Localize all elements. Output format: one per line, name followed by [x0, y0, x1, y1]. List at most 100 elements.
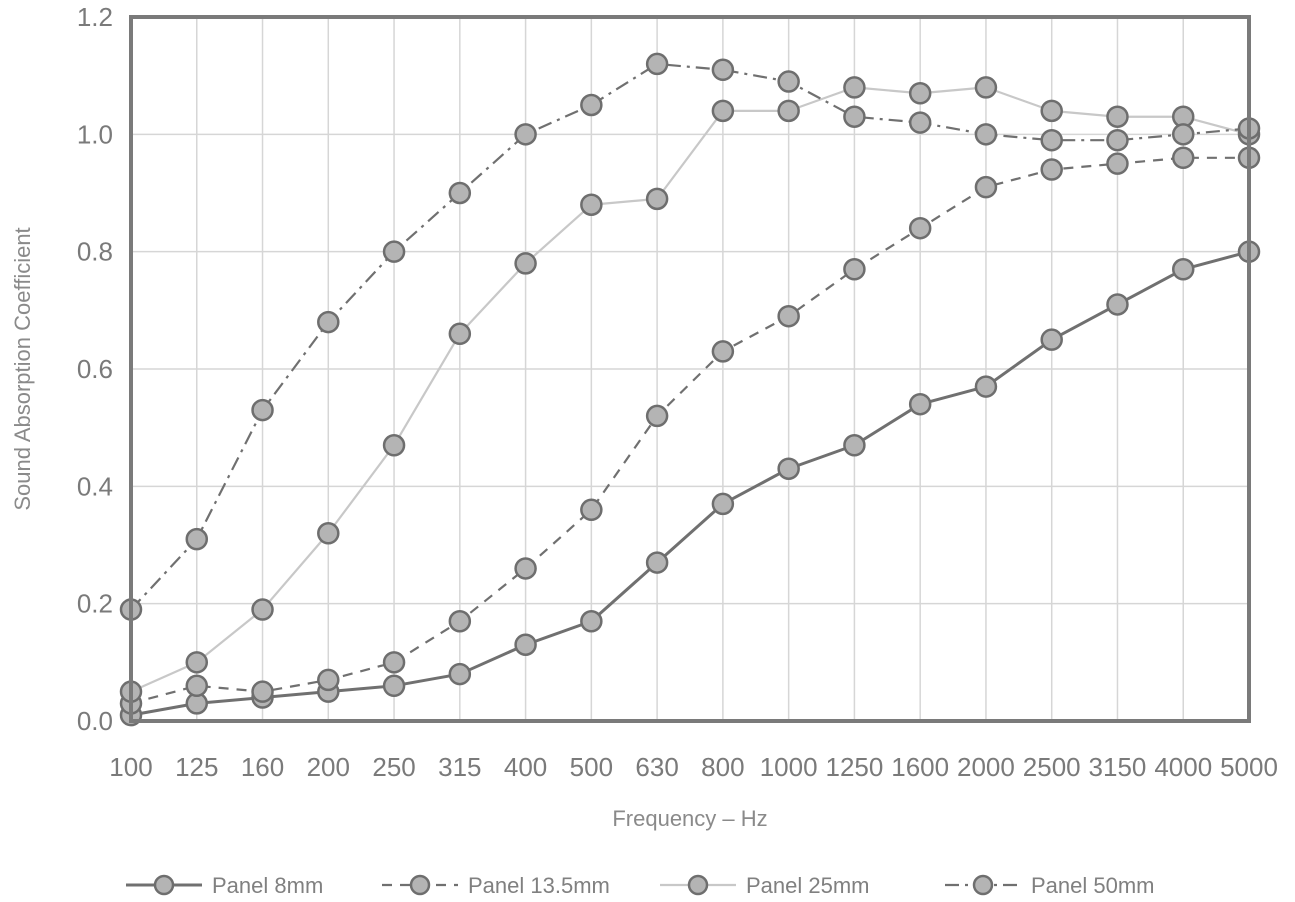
data-point: [251, 680, 274, 703]
data-point: [645, 404, 669, 428]
data-point: [1040, 158, 1063, 181]
data-point: [448, 662, 472, 686]
data-point: [908, 111, 932, 134]
series-panel-25mm: [119, 76, 1261, 703]
y-tick-label: 1.2: [77, 2, 113, 32]
data-point: [1040, 99, 1063, 123]
legend-item: Panel 50mm: [945, 873, 1155, 898]
data-point: [317, 310, 340, 334]
x-tick-label: 400: [504, 752, 547, 782]
x-tick-label: 125: [175, 752, 218, 782]
data-point: [1040, 328, 1063, 351]
data-point: [843, 434, 866, 457]
y-axis-title: Sound Absorption Coefficient: [10, 227, 35, 510]
data-point: [382, 240, 406, 263]
data-point: [974, 175, 998, 199]
data-point: [382, 674, 406, 698]
data-point: [711, 58, 735, 82]
data-point: [382, 434, 406, 457]
x-tick-labels: 100 125 160 200 250 315 400 500 630 800 1000 1250 16…: [109, 752, 1278, 782]
series-panel-50mm: [119, 52, 1261, 621]
data-point: [843, 76, 866, 99]
data-point: [185, 674, 209, 698]
legend-item: Panel 25mm: [660, 873, 870, 898]
legend-marker: [153, 874, 175, 896]
data-point: [185, 527, 209, 551]
legend-label: Panel 50mm: [1031, 873, 1155, 898]
data-point: [1106, 152, 1129, 175]
data-point: [974, 76, 998, 99]
legend-label: Panel 13.5mm: [468, 873, 610, 898]
data-point: [843, 105, 866, 128]
y-tick-label: 0.2: [77, 589, 113, 619]
legend-item: Panel 8mm: [126, 873, 323, 898]
series-panel-13-5mm: [119, 146, 1261, 715]
x-tick-label: 1000: [760, 752, 818, 782]
data-point: [251, 598, 274, 621]
legend: Panel 8mm Panel 13.5mm Panel 25mm Panel 50m…: [126, 873, 1155, 898]
data-point: [645, 52, 669, 76]
data-point: [382, 651, 406, 674]
data-point: [317, 522, 340, 545]
x-tick-label: 100: [109, 752, 152, 782]
data-point: [185, 651, 209, 674]
x-axis-title: Frequency – Hz: [612, 806, 767, 831]
data-point: [711, 340, 735, 363]
legend-label: Panel 8mm: [212, 873, 323, 898]
data-point: [448, 610, 472, 633]
legend-item: Panel 13.5mm: [382, 873, 610, 898]
x-tick-label: 2000: [957, 752, 1015, 782]
x-tick-label: 1600: [891, 752, 949, 782]
data-point: [645, 551, 669, 574]
data-point: [1106, 293, 1129, 316]
x-tick-label: 630: [635, 752, 678, 782]
series-layer: [119, 52, 1261, 727]
data-point: [251, 398, 274, 422]
y-tick-labels: 0.0 0.2 0.4 0.6 0.8 1.0 1.2: [77, 2, 113, 736]
y-tick-label: 0.4: [77, 471, 113, 501]
data-point: [580, 193, 603, 216]
data-point: [777, 457, 800, 480]
data-point: [514, 252, 537, 275]
data-point: [908, 216, 932, 240]
data-point: [777, 304, 800, 328]
y-tick-label: 0.6: [77, 354, 113, 384]
x-tick-label: 500: [570, 752, 613, 782]
data-point: [514, 123, 537, 146]
x-tick-label: 200: [307, 752, 350, 782]
plot-frame: [129, 15, 1251, 723]
data-point: [777, 70, 800, 93]
data-point: [843, 258, 866, 281]
legend-marker: [972, 874, 994, 896]
x-tick-label: 1250: [825, 752, 883, 782]
x-tick-label: 800: [701, 752, 744, 782]
data-point: [1106, 128, 1129, 152]
y-tick-label: 1.0: [77, 119, 113, 149]
series-line: [130, 62, 1250, 611]
x-tick-label: 3150: [1089, 752, 1147, 782]
data-point: [1106, 105, 1129, 128]
data-point: [645, 187, 669, 211]
data-point: [908, 392, 932, 416]
data-point: [974, 375, 998, 398]
data-point: [448, 322, 472, 346]
y-tick-label: 0.0: [77, 706, 113, 736]
legend-marker: [409, 874, 431, 896]
x-tick-label: 5000: [1220, 752, 1278, 782]
data-point: [1171, 123, 1195, 146]
data-point: [580, 93, 603, 117]
x-tick-label: 160: [241, 752, 284, 782]
x-tick-label: 4000: [1154, 752, 1212, 782]
data-point: [1171, 258, 1195, 281]
data-point: [1171, 146, 1195, 170]
data-point: [514, 633, 537, 656]
series-line: [130, 250, 1250, 717]
data-point: [448, 181, 472, 205]
series-line: [130, 86, 1250, 693]
data-point: [1040, 128, 1063, 152]
x-tick-label: 2500: [1023, 752, 1081, 782]
y-tick-label: 0.8: [77, 237, 113, 267]
x-tick-label: 315: [438, 752, 481, 782]
data-point: [317, 668, 340, 692]
